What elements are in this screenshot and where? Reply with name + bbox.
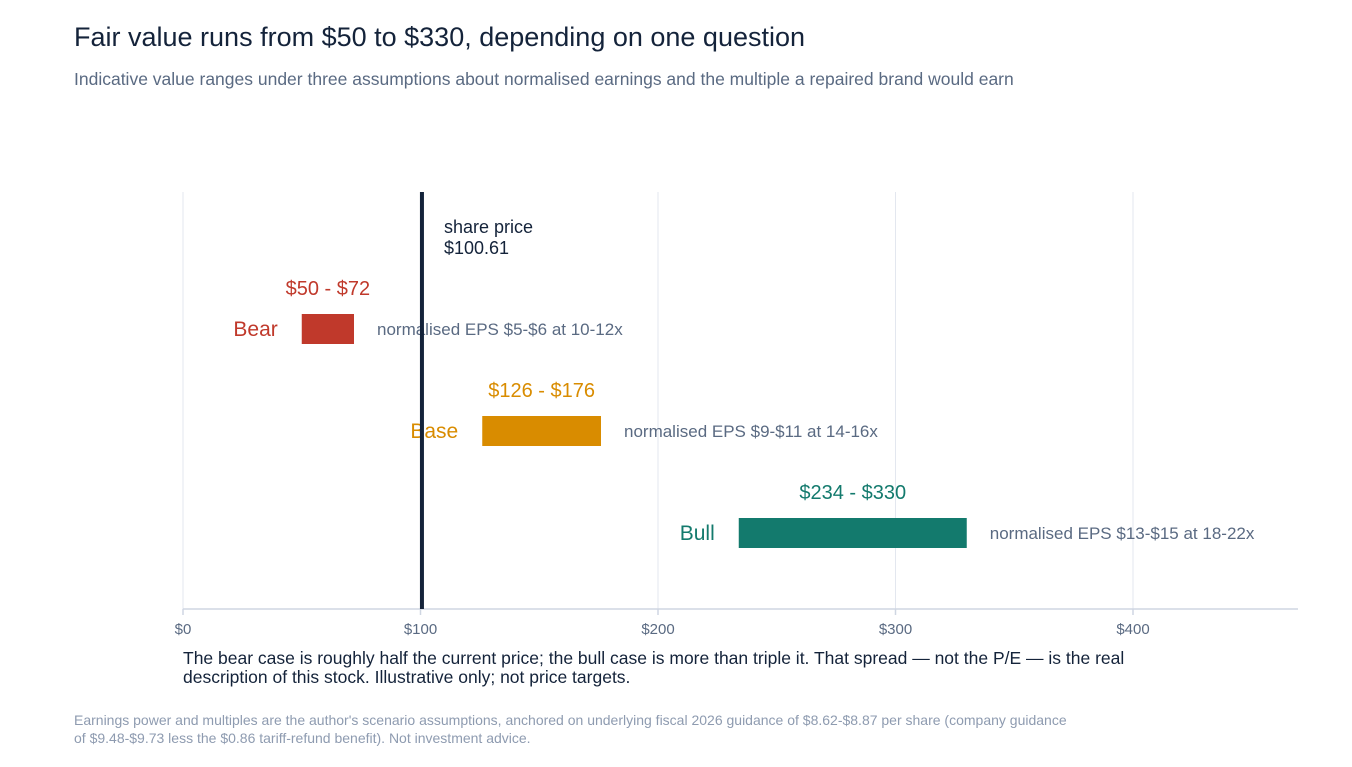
range-bar-bear — [301, 314, 354, 344]
range-label-bull: $234 - $330 — [799, 482, 906, 504]
range-label-bear: $50 - $72 — [286, 278, 371, 300]
range-bar-bull — [738, 518, 967, 548]
x-tick-label: $300 — [879, 621, 912, 638]
range-bar-base — [482, 416, 601, 446]
x-tick-label: $100 — [404, 621, 437, 638]
chart-title: Fair value runs from $50 to $330, depend… — [74, 22, 806, 52]
chart-subtitle: Indicative value ranges under three assu… — [74, 69, 1014, 89]
chart-footnote: Earnings power and multiples are the aut… — [74, 712, 1067, 746]
scenario-label-bear: Bear — [233, 318, 277, 341]
scenario-note-bull: normalised EPS $13-$15 at 18-22x — [990, 524, 1255, 543]
x-tick-label: $200 — [641, 621, 674, 638]
share-price-label: share price — [444, 217, 533, 237]
scenario-note-base: normalised EPS $9-$11 at 14-16x — [624, 422, 878, 441]
x-tick-label: $400 — [1116, 621, 1149, 638]
scenario-note-bear: normalised EPS $5-$6 at 10-12x — [377, 320, 623, 339]
scenario-label-bull: Bull — [680, 522, 715, 545]
share-price-value: $100.61 — [444, 238, 509, 258]
range-label-base: $126 - $176 — [488, 380, 595, 402]
scenario-label-base: Base — [410, 420, 458, 443]
x-tick-label: $0 — [175, 621, 192, 638]
chart-annotation: The bear case is roughly half the curren… — [183, 648, 1125, 687]
